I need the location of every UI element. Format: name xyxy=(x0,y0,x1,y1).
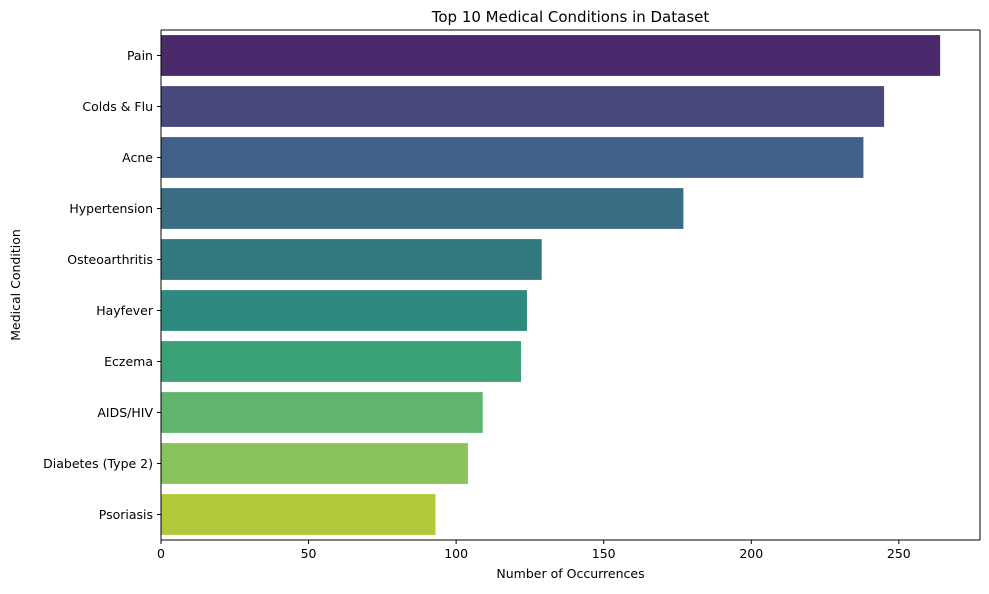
x-axis-label: Number of Occurrences xyxy=(496,566,644,581)
axes-layer xyxy=(160,29,981,541)
x-tick-label: 100 xyxy=(444,546,468,561)
x-tick-label: 0 xyxy=(157,546,165,561)
y-tick-label: Diabetes (Type 2) xyxy=(43,456,153,471)
y-tick-label: Pain xyxy=(127,48,153,63)
chart-title: Top 10 Medical Conditions in Dataset xyxy=(431,8,710,26)
bars-layer xyxy=(161,35,941,535)
bar-eczema xyxy=(161,341,522,382)
y-tick-label: Eczema xyxy=(104,354,153,369)
y-tick-label: Hypertension xyxy=(69,201,153,216)
x-tick-label: 200 xyxy=(739,546,763,561)
y-axis-label: Medical Condition xyxy=(8,229,23,341)
bar-hayfever xyxy=(161,290,527,331)
y-tick-label: Colds & Flu xyxy=(82,99,153,114)
bar-pain xyxy=(161,35,941,76)
y-tick-label: Osteoarthritis xyxy=(67,252,153,267)
bar-colds-flu xyxy=(161,86,885,127)
y-tick-label: Psoriasis xyxy=(99,507,153,522)
y-tick-label: AIDS/HIV xyxy=(97,405,153,420)
bar-osteoarthritis xyxy=(161,239,542,280)
bar-acne xyxy=(161,137,864,178)
ticks-layer: Pain Colds & Flu Acne Hypertension Osteoarth… xyxy=(43,48,911,561)
bar-diabetes-type-2 xyxy=(161,443,468,484)
x-tick-label: 250 xyxy=(887,546,911,561)
bar-psoriasis xyxy=(161,494,436,535)
bar-hypertension xyxy=(161,188,684,229)
x-tick-label: 150 xyxy=(592,546,616,561)
y-tick-label: Acne xyxy=(122,150,153,165)
bar-aids-hiv xyxy=(161,392,483,433)
x-tick-label: 50 xyxy=(301,546,317,561)
y-tick-label: Hayfever xyxy=(96,303,154,318)
